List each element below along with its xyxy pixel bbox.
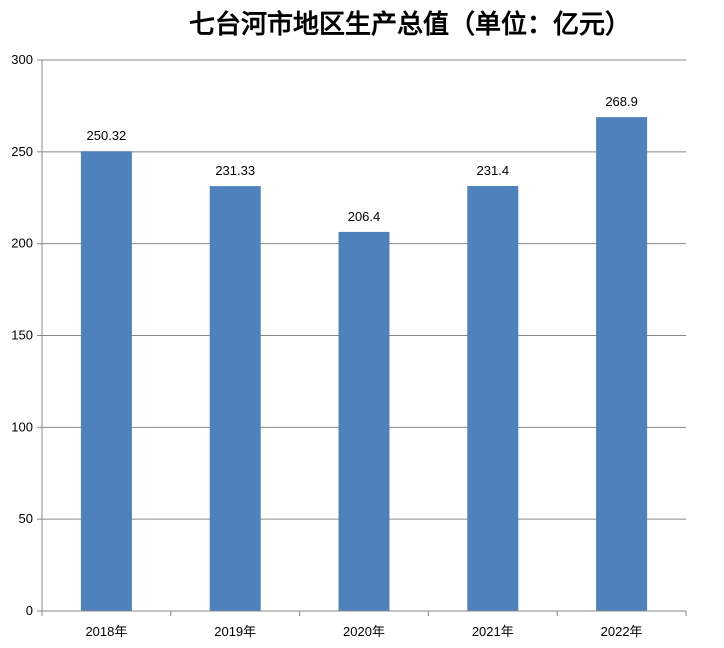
x-axis-ticks: 2018年 2019年 2020年 2021年 2022年: [41, 611, 687, 639]
bar-2018年: [80, 151, 132, 611]
bars: [80, 117, 648, 612]
data-label: 206.4: [348, 209, 381, 224]
y-tick-label: 50: [19, 511, 33, 526]
axes: [41, 60, 686, 612]
x-tick-label: 2019年: [214, 624, 256, 639]
bar-2020年: [338, 231, 390, 612]
data-label: 231.4: [477, 163, 510, 178]
bar-2019年: [209, 186, 261, 611]
x-tick-label: 2022年: [601, 624, 643, 639]
y-tick-label: 100: [11, 419, 33, 434]
x-tick-label: 2020年: [343, 624, 385, 639]
x-tick-label: 2021年: [472, 624, 514, 639]
data-label: 231.33: [215, 163, 255, 178]
y-tick-label: 300: [11, 52, 33, 67]
bar-2022年: [596, 117, 648, 611]
y-tick-label: 250: [11, 144, 33, 159]
data-label: 268.9: [605, 94, 638, 109]
chart-title: 七台河市地区生产总值（单位：亿元）: [188, 10, 631, 40]
y-tick-label: 200: [11, 236, 33, 251]
y-axis-ticks: 0 50 100 150 200 250 300: [11, 52, 42, 618]
data-label: 250.32: [87, 128, 127, 143]
y-tick-label: 150: [11, 328, 33, 343]
y-tick-label: 0: [26, 603, 33, 618]
data-labels: 250.32 231.33 206.4 231.4 268.9: [87, 94, 638, 224]
bar-2021年: [467, 185, 519, 611]
x-tick-label: 2018年: [85, 624, 127, 639]
